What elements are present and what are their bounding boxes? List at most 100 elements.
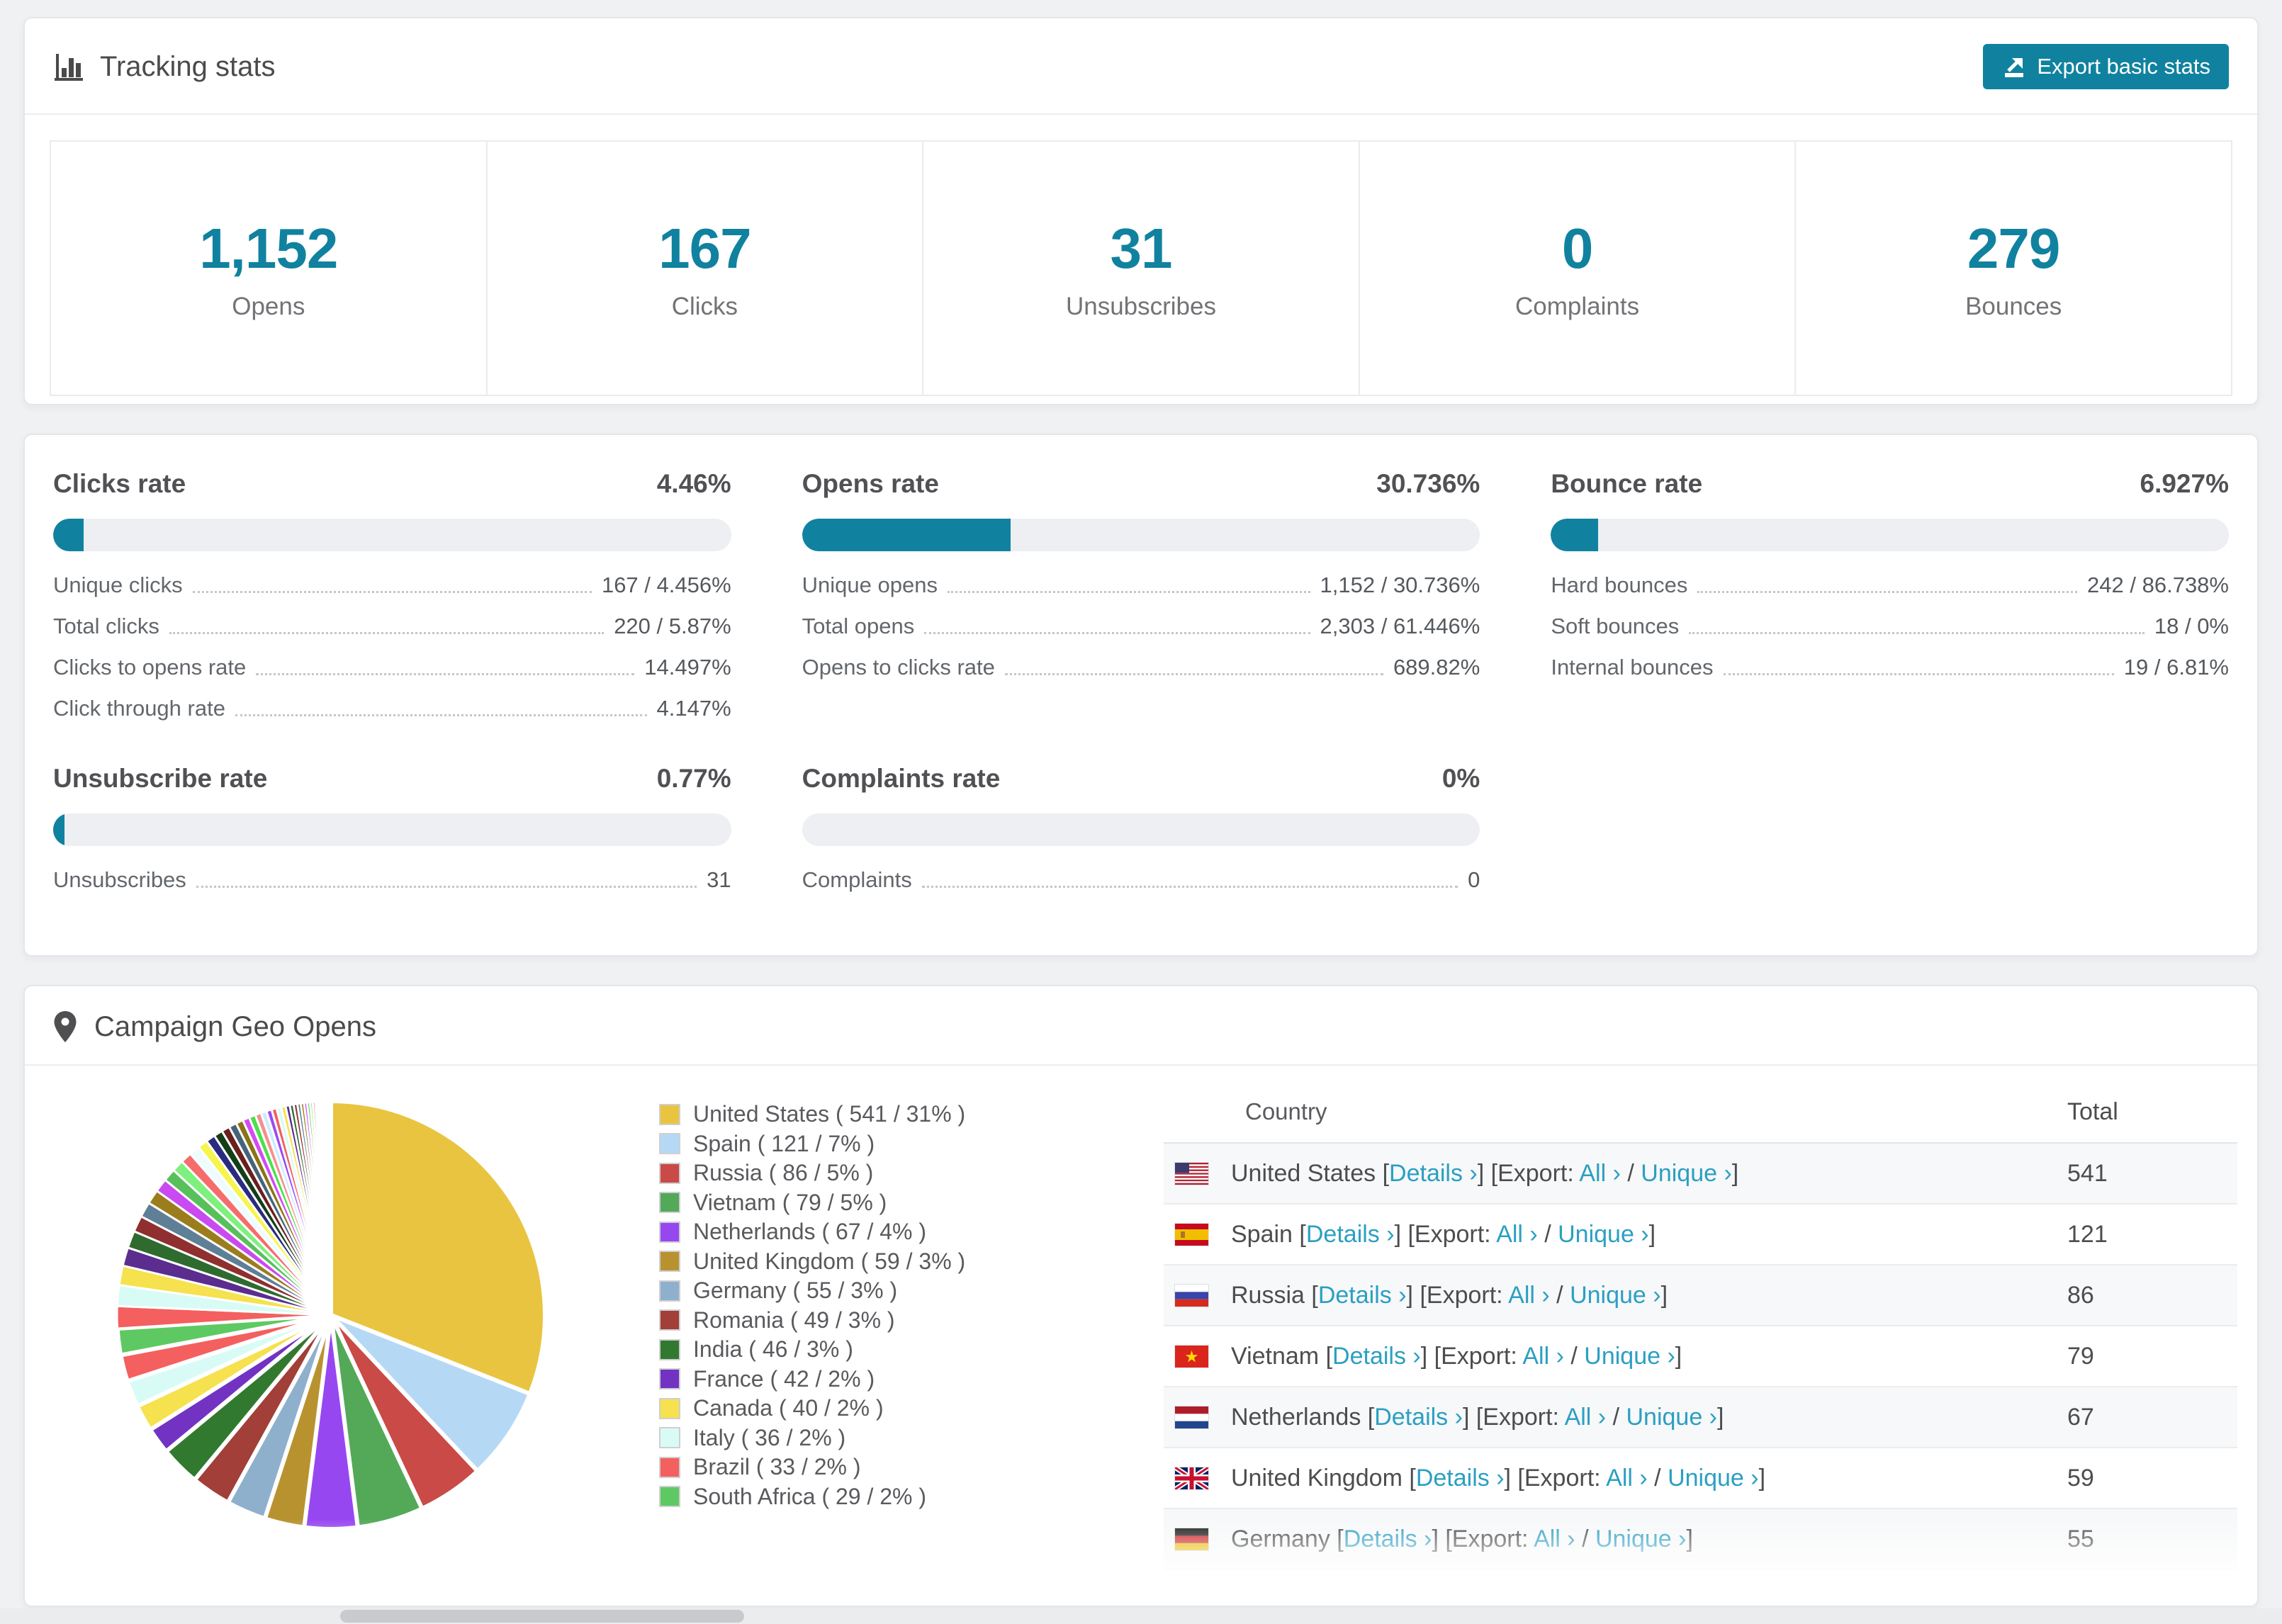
rate-title: Unsubscribe rate [53, 764, 268, 793]
rate-title: Complaints rate [802, 764, 1001, 793]
flag-icon-nl [1175, 1406, 1208, 1428]
legend-swatch [659, 1280, 680, 1302]
legend-label: Spain ( 121 / 7% ) [693, 1130, 875, 1156]
geo-opens-pie-chart [115, 1099, 547, 1532]
export-icon [2005, 58, 2024, 77]
tracking-stats-card: Tracking stats Export basic stats 1,152 [23, 17, 2259, 405]
legend-item: Canada ( 40 / 2% ) [659, 1394, 965, 1423]
country-total: 67 [2067, 1403, 2094, 1431]
details-link[interactable]: Details › [1389, 1159, 1478, 1187]
export-unique-link[interactable]: Unique › [1558, 1220, 1649, 1248]
export-all-link[interactable]: All › [1564, 1403, 1607, 1431]
export-all-link[interactable]: All › [1606, 1464, 1648, 1492]
stat-label: Unsubscribes [1065, 292, 1216, 320]
rate-title: Clicks rate [53, 469, 186, 498]
rate-progress-bar [802, 519, 1480, 551]
legend-item: South Africa ( 29 / 2% ) [659, 1482, 965, 1512]
geo-table-row-nl: Netherlands [Details ›] [Export: All › /… [1164, 1387, 2237, 1448]
dotted-leader [196, 886, 697, 888]
rate-block-unsubscribe-rate: Unsubscribe rate 0.77% Unsubscribes 31 [53, 764, 731, 893]
rate-value: 4.46% [656, 469, 731, 498]
legend-label: Italy ( 36 / 2% ) [693, 1424, 846, 1450]
export-unique-link[interactable]: Unique › [1641, 1159, 1732, 1187]
details-link[interactable]: Details › [1415, 1464, 1505, 1492]
geo-table-row-vn: Vietnam [Details ›] [Export: All › / Uni… [1164, 1326, 2237, 1387]
legend-label: Russia ( 86 / 5% ) [693, 1160, 874, 1186]
flag-icon-us [1175, 1162, 1208, 1185]
country-name: Spain [1231, 1220, 1293, 1248]
rates-card: Clicks rate 4.46% Unique clicks 167 / 4.… [23, 434, 2259, 957]
export-all-link[interactable]: All › [1522, 1342, 1564, 1370]
geo-body: United States ( 541 / 31% ) Spain ( 121 … [25, 1066, 2257, 1586]
rate-detail-row: Internal bounces 19 / 6.81% [1551, 655, 2229, 680]
legend-swatch [659, 1251, 680, 1273]
rate-detail-row: Soft bounces 18 / 0% [1551, 614, 2229, 638]
details-link[interactable]: Details › [1332, 1342, 1421, 1370]
dotted-leader [1689, 632, 2145, 634]
legend-label: Canada ( 40 / 2% ) [693, 1395, 884, 1421]
scrollbar-thumb[interactable] [340, 1610, 744, 1623]
legend-item: Romania ( 49 / 3% ) [659, 1306, 965, 1336]
rates-grid: Clicks rate 4.46% Unique clicks 167 / 4.… [25, 435, 2257, 921]
rate-block-opens-rate: Opens rate 30.736% Unique opens 1,152 / … [802, 469, 1480, 721]
pie-slice-united-states[interactable] [329, 1099, 547, 1397]
geo-table-row-gb: United Kingdom [Details ›] [Export: All … [1164, 1448, 2237, 1509]
rate-progress-fill [53, 519, 84, 551]
details-link[interactable]: Details › [1374, 1403, 1463, 1431]
export-all-link[interactable]: All › [1496, 1220, 1538, 1248]
rate-value: 0.77% [656, 764, 731, 793]
rate-detail-row: Click through rate 4.147% [53, 696, 731, 721]
legend-label: Netherlands ( 67 / 4% ) [693, 1219, 927, 1245]
page-title: Tracking stats [100, 50, 276, 82]
export-basic-stats-button[interactable]: Export basic stats [1983, 44, 2229, 89]
legend-label: France ( 42 / 2% ) [693, 1365, 875, 1392]
export-all-link[interactable]: All › [1508, 1281, 1550, 1309]
legend-label: United Kingdom ( 59 / 3% ) [693, 1248, 966, 1274]
details-link[interactable]: Details › [1343, 1525, 1432, 1552]
legend-label: India ( 46 / 3% ) [693, 1336, 853, 1363]
legend-label: Brazil ( 33 / 2% ) [693, 1454, 861, 1480]
country-total: 55 [2067, 1525, 2094, 1552]
rate-value: 6.927% [2140, 469, 2230, 498]
dotted-leader [235, 714, 647, 716]
rate-detail-row: Unique opens 1,152 / 30.736% [802, 573, 1480, 597]
rate-value: 30.736% [1376, 469, 1480, 498]
legend-swatch [659, 1338, 680, 1360]
export-unique-link[interactable]: Unique › [1584, 1342, 1675, 1370]
legend-label: Germany ( 55 / 3% ) [693, 1278, 898, 1304]
tracking-stats-header: Tracking stats Export basic stats [25, 18, 2257, 115]
legend-swatch [659, 1486, 680, 1508]
flag-icon-gb [1175, 1467, 1208, 1489]
export-unique-link[interactable]: Unique › [1626, 1403, 1717, 1431]
stat-value: 31 [1110, 216, 1172, 280]
stat-tile-bounces: 279 Bounces [1794, 140, 2232, 396]
horizontal-scrollbar[interactable] [0, 1608, 2282, 1624]
legend-label: South Africa ( 29 / 2% ) [693, 1483, 927, 1509]
dotted-leader [192, 591, 592, 593]
pie-slice-other-44[interactable] [328, 1100, 332, 1316]
export-unique-link[interactable]: Unique › [1595, 1525, 1687, 1552]
country-name: Netherlands [1231, 1403, 1361, 1431]
stat-label: Bounces [1965, 292, 2062, 320]
export-all-link[interactable]: All › [1579, 1159, 1621, 1187]
geo-table-row-es: Spain [Details ›] [Export: All › / Uniqu… [1164, 1205, 2237, 1265]
stat-label: Clicks [671, 292, 738, 320]
details-link[interactable]: Details › [1317, 1281, 1407, 1309]
legend-swatch [659, 1309, 680, 1331]
stat-tile-unsubscribes: 31 Unsubscribes [922, 140, 1360, 396]
map-pin-icon [54, 1011, 77, 1042]
country-name: Russia [1231, 1281, 1305, 1309]
legend-item: Vietnam ( 79 / 5% ) [659, 1188, 965, 1218]
rate-detail-row: Total clicks 220 / 5.87% [53, 614, 731, 638]
rate-detail-row: Complaints 0 [802, 867, 1480, 892]
pie-slice-spain[interactable] [329, 1313, 532, 1474]
geo-table-row-de: Germany [Details ›] [Export: All › / Uni… [1164, 1509, 2237, 1570]
legend-item: Germany ( 55 / 3% ) [659, 1276, 965, 1306]
export-all-link[interactable]: All › [1534, 1525, 1575, 1552]
geo-table-row-us: United States [Details ›] [Export: All ›… [1164, 1144, 2237, 1205]
export-unique-link[interactable]: Unique › [1668, 1464, 1759, 1492]
geo-title: Campaign Geo Opens [94, 1010, 377, 1042]
details-link[interactable]: Details › [1305, 1220, 1395, 1248]
export-unique-link[interactable]: Unique › [1570, 1281, 1661, 1309]
rate-progress-bar [53, 813, 731, 846]
